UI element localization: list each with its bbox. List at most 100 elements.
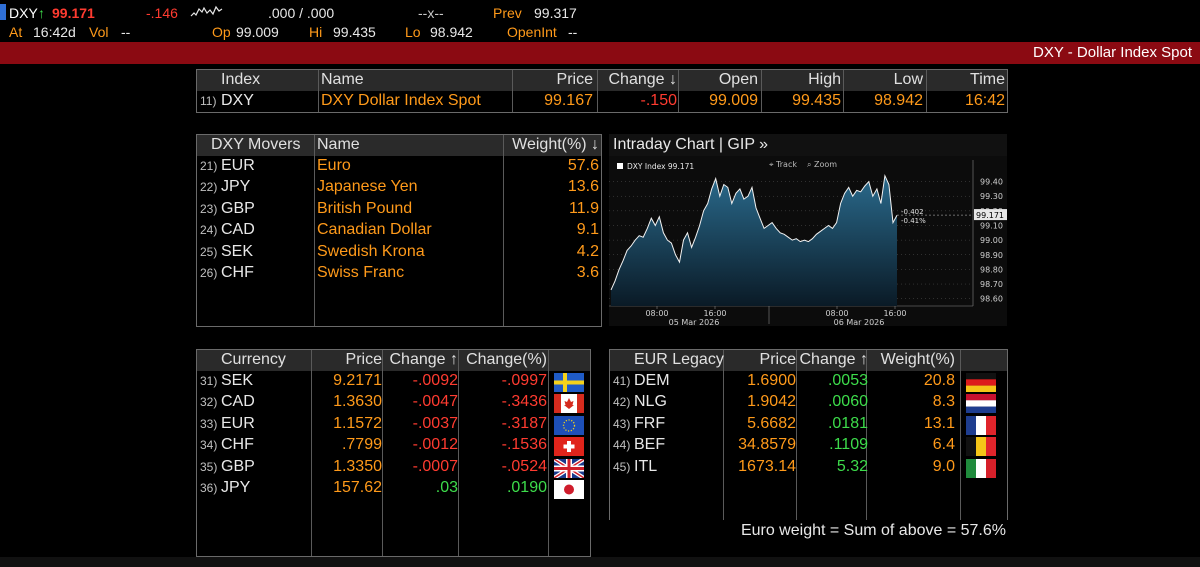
col-change-sorted[interactable]: Change ↑ bbox=[389, 351, 459, 368]
pct-tag-text: -0.41% bbox=[901, 217, 926, 225]
col-time[interactable]: Time bbox=[970, 71, 1005, 88]
vol-label: Vol bbox=[89, 24, 109, 40]
currency-code[interactable]: CHF bbox=[221, 436, 254, 454]
index-table: Index Name Price Change ↓ Open High Low … bbox=[196, 69, 1008, 113]
currency-table-header bbox=[197, 350, 590, 371]
col-open[interactable]: Open bbox=[718, 71, 758, 88]
currency-name[interactable]: Canadian Dollar bbox=[317, 221, 432, 239]
col-low[interactable]: Low bbox=[893, 71, 923, 88]
ticker-symbol[interactable]: DXY bbox=[9, 5, 38, 21]
col-name[interactable]: Name bbox=[321, 71, 364, 88]
col-price[interactable]: Price bbox=[345, 351, 382, 368]
eu-flag-icon bbox=[554, 415, 584, 435]
index-low: 98.942 bbox=[874, 92, 923, 109]
currency-code[interactable]: GBP bbox=[221, 457, 255, 475]
currency-code[interactable]: CAD bbox=[221, 393, 255, 411]
chart-area[interactable]: 99.4099.3099.2099.1099.0098.9098.8098.70… bbox=[609, 156, 1007, 327]
currency-code[interactable]: DEM bbox=[634, 372, 670, 389]
currency-code[interactable]: EUR bbox=[221, 414, 255, 432]
currency-name[interactable]: Swedish Krona bbox=[317, 242, 425, 260]
date-label: 05 Mar 2026 bbox=[669, 318, 720, 326]
row-number: 42) bbox=[613, 395, 631, 410]
legacy-price: 5.6682 bbox=[747, 414, 796, 432]
last-price: 99.171 bbox=[52, 5, 95, 21]
chart-title-link[interactable]: Intraday Chart | GIP » bbox=[613, 136, 769, 153]
y-tick-label: 99.10 bbox=[980, 221, 1003, 230]
currency-change: -.0007 bbox=[412, 457, 458, 475]
currency-code[interactable]: FRF bbox=[634, 414, 666, 432]
y-tick-label: 98.60 bbox=[980, 295, 1003, 304]
currency-code[interactable]: JPY bbox=[221, 178, 251, 196]
col-change-sorted[interactable]: Change ↓ bbox=[608, 71, 678, 88]
currency-code[interactable]: SEK bbox=[221, 242, 254, 260]
currency-name[interactable]: Euro bbox=[317, 157, 351, 174]
currency-price: 1.1572 bbox=[333, 414, 382, 432]
col-price[interactable]: Price bbox=[556, 71, 593, 88]
index-table-header bbox=[197, 70, 1007, 91]
currency-name[interactable]: Japanese Yen bbox=[317, 178, 418, 196]
chart-header: Intraday Chart | GIP » bbox=[609, 134, 1007, 156]
index-price: 99.167 bbox=[544, 92, 593, 109]
col-index[interactable]: Index bbox=[221, 71, 261, 88]
y-tick-label: 99.40 bbox=[980, 178, 1003, 187]
x-tick-label: 16:00 bbox=[703, 309, 726, 318]
low-label: Lo bbox=[405, 24, 421, 40]
up-arrow-icon: ↑ bbox=[38, 5, 45, 21]
currency-change: -.0037 bbox=[412, 414, 458, 432]
col-eur-legacy[interactable]: EUR Legacy bbox=[634, 351, 724, 368]
france-flag-icon bbox=[966, 415, 996, 435]
row-number: 35) bbox=[200, 459, 218, 474]
currency-name[interactable]: Swiss Franc bbox=[317, 264, 405, 281]
col-currency[interactable]: Currency bbox=[221, 351, 286, 368]
track-button[interactable]: ⌖ Track bbox=[769, 160, 797, 169]
col-weight-sorted[interactable]: Weight(%) ↓ bbox=[512, 136, 599, 153]
currency-code[interactable]: SEK bbox=[221, 372, 254, 389]
japan-flag-icon bbox=[554, 480, 584, 499]
col-change-pct[interactable]: Change(%) bbox=[466, 351, 547, 368]
bid-ask-size: --x-- bbox=[418, 5, 444, 21]
currency-change-pct: -.3436 bbox=[501, 393, 547, 411]
col-movers[interactable]: DXY Movers bbox=[211, 136, 301, 153]
ticker-marker bbox=[0, 4, 6, 20]
col-weight[interactable]: Weight(%) bbox=[880, 351, 955, 368]
currency-code[interactable]: ITL bbox=[634, 457, 658, 475]
index-name[interactable]: DXY Dollar Index Spot bbox=[321, 92, 481, 109]
netherlands-flag-icon bbox=[966, 394, 996, 414]
col-price[interactable]: Price bbox=[759, 351, 796, 368]
currency-code[interactable]: JPY bbox=[221, 479, 251, 496]
chart-svg[interactable]: 99.4099.3099.2099.1099.0098.9098.8098.70… bbox=[609, 156, 1007, 327]
open-interest: -- bbox=[568, 24, 578, 40]
euro-weight-summary: Euro weight = Sum of above = 57.6% bbox=[740, 522, 1006, 539]
x-tick-label: 16:00 bbox=[883, 309, 906, 318]
high-price: 99.435 bbox=[333, 24, 376, 40]
legacy-price: 1.9042 bbox=[747, 393, 796, 411]
y-tick-label: 99.00 bbox=[980, 236, 1003, 245]
currency-code[interactable]: GBP bbox=[221, 199, 255, 217]
currency-table: Currency Price Change ↑ Change(%) 31) SEK… bbox=[196, 349, 591, 557]
col-high[interactable]: High bbox=[808, 71, 841, 88]
legacy-weight: 6.4 bbox=[932, 436, 955, 454]
legacy-change: .0181 bbox=[827, 414, 868, 432]
currency-change-pct: -.0997 bbox=[501, 372, 547, 389]
row-number: 23) bbox=[200, 201, 218, 216]
quote-strip: DXY ↑ 99.171 -.146 .000 / .000 --x-- Pre… bbox=[0, 0, 1200, 42]
intraday-chart-panel: Intraday Chart | GIP » 99.4099.3099.2099… bbox=[609, 134, 1007, 327]
col-name[interactable]: Name bbox=[317, 136, 360, 153]
row-number: 41) bbox=[613, 374, 631, 388]
currency-code[interactable]: CAD bbox=[221, 221, 255, 239]
row-number: 44) bbox=[613, 438, 631, 453]
currency-code[interactable]: BEF bbox=[634, 436, 666, 454]
currency-code[interactable]: CHF bbox=[221, 264, 254, 281]
currency-change-pct: -.3187 bbox=[501, 414, 547, 432]
open-label: Op bbox=[212, 24, 231, 40]
volume: -- bbox=[121, 24, 131, 40]
row-number: 25) bbox=[200, 244, 218, 259]
italy-flag-icon bbox=[966, 458, 996, 478]
currency-code[interactable]: EUR bbox=[221, 157, 255, 174]
index-code[interactable]: DXY bbox=[221, 92, 254, 109]
zoom-button[interactable]: ⌕ Zoom bbox=[807, 160, 837, 169]
currency-code[interactable]: NLG bbox=[634, 393, 667, 411]
at-label: At bbox=[9, 24, 23, 40]
col-change-sorted[interactable]: Change ↑ bbox=[799, 351, 869, 368]
currency-name[interactable]: British Pound bbox=[317, 199, 413, 217]
